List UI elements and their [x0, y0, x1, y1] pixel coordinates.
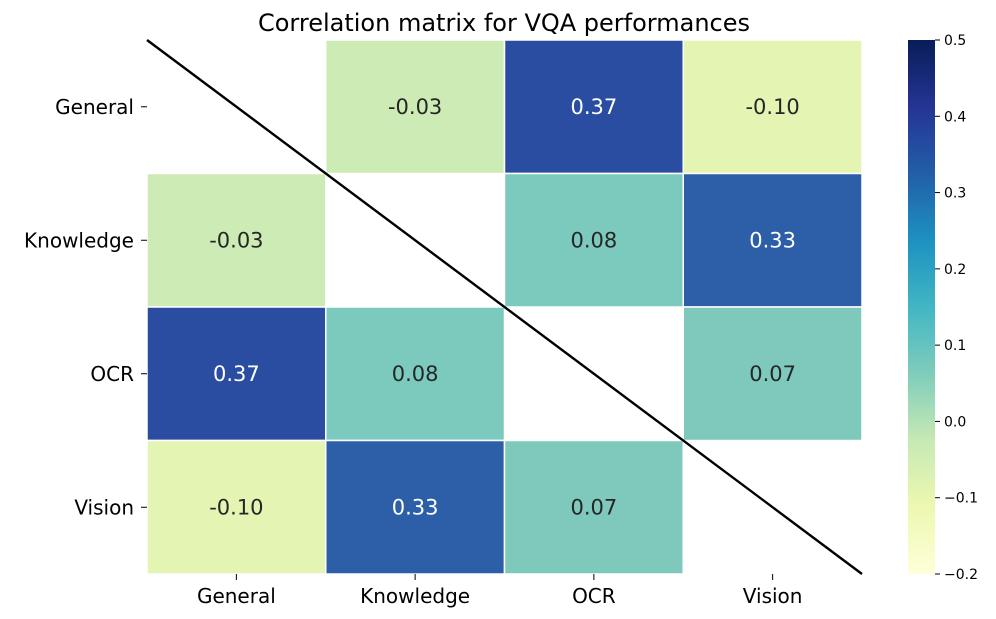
colorbar-ticks: 0.5 0.4 0.3 0.2 0.1 0.0 −0.1 −0.2 — [935, 33, 978, 583]
cell-value-label: 0.07 — [570, 495, 617, 519]
y-tick-label: Vision — [74, 495, 134, 519]
cell-value-label: 0.08 — [570, 228, 617, 252]
heatmap-cell — [682, 306, 863, 442]
heatmap-cell — [503, 439, 684, 575]
x-tick-label: OCR — [572, 584, 616, 608]
y-tick-label: General — [55, 95, 134, 119]
x-tick-label: Knowledge — [360, 584, 470, 608]
x-axis: General Knowledge OCR Vision — [197, 574, 803, 608]
colorbar-tick-label: 0.4 — [944, 109, 966, 125]
colorbar-gradient — [908, 40, 935, 574]
colorbar-tick-label: 0.2 — [944, 262, 966, 278]
cell-value-label: 0.33 — [392, 495, 439, 519]
heatmap-cell — [146, 306, 327, 442]
x-tick-label: Vision — [743, 584, 803, 608]
colorbar-tick-label: −0.2 — [944, 567, 978, 583]
cell-value-label: -0.03 — [209, 228, 263, 252]
heatmap-cell — [503, 39, 684, 175]
colorbar-tick-label: 0.3 — [944, 186, 966, 202]
heatmap-cell — [325, 306, 506, 442]
cell-value-label: -0.10 — [209, 495, 263, 519]
heatmap-cell — [325, 39, 506, 175]
cell-value-label: 0.07 — [749, 362, 796, 386]
colorbar-tick-label: 0.5 — [944, 33, 966, 49]
chart-title: Correlation matrix for VQA performances — [258, 9, 750, 37]
y-axis: General Knowledge OCR Vision — [24, 95, 147, 519]
cell-value-label: -0.10 — [745, 95, 799, 119]
colorbar-tick-label: 0.0 — [944, 414, 966, 430]
colorbar-tick-label: 0.1 — [944, 338, 966, 354]
y-tick-label: Knowledge — [24, 228, 134, 252]
heatmap-cell — [682, 39, 863, 175]
cell-value-label: -0.03 — [388, 95, 442, 119]
heatmap-cell — [503, 172, 684, 308]
colorbar: 0.5 0.4 0.3 0.2 0.1 0.0 −0.1 −0.2 — [908, 33, 978, 583]
y-tick-label: OCR — [90, 362, 134, 386]
cell-value-label: 0.37 — [570, 95, 617, 119]
colorbar-tick-label: −0.1 — [944, 491, 978, 507]
cell-value-label: 0.08 — [392, 362, 439, 386]
heatmap-cell — [682, 172, 863, 308]
heatmap-cells: -0.03 0.37 -0.10 -0.03 0.08 0.33 0.37 0.08 0.07 -… — [146, 39, 863, 575]
cell-value-label: 0.37 — [213, 362, 260, 386]
cell-value-label: 0.33 — [749, 228, 796, 252]
x-tick-label: General — [197, 584, 276, 608]
diagonal-line — [146, 39, 863, 575]
